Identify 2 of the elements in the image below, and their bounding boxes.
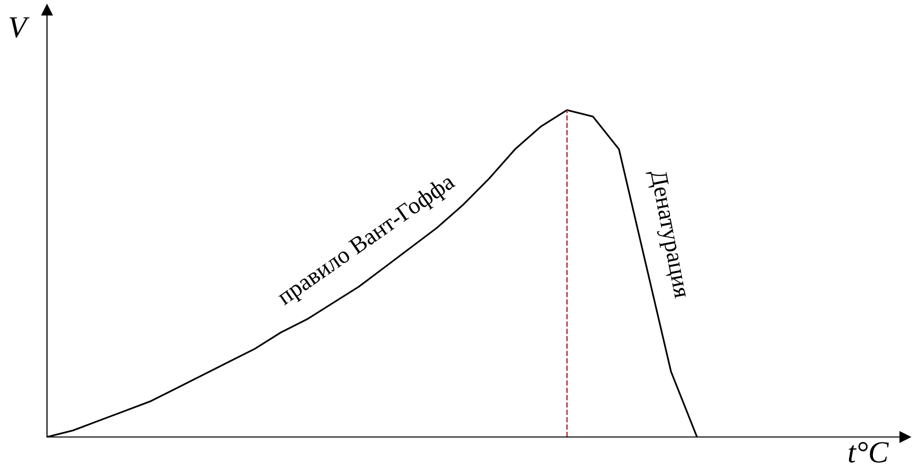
y-axis-title: V <box>10 17 30 38</box>
x-axis-title: t°C <box>848 442 889 463</box>
